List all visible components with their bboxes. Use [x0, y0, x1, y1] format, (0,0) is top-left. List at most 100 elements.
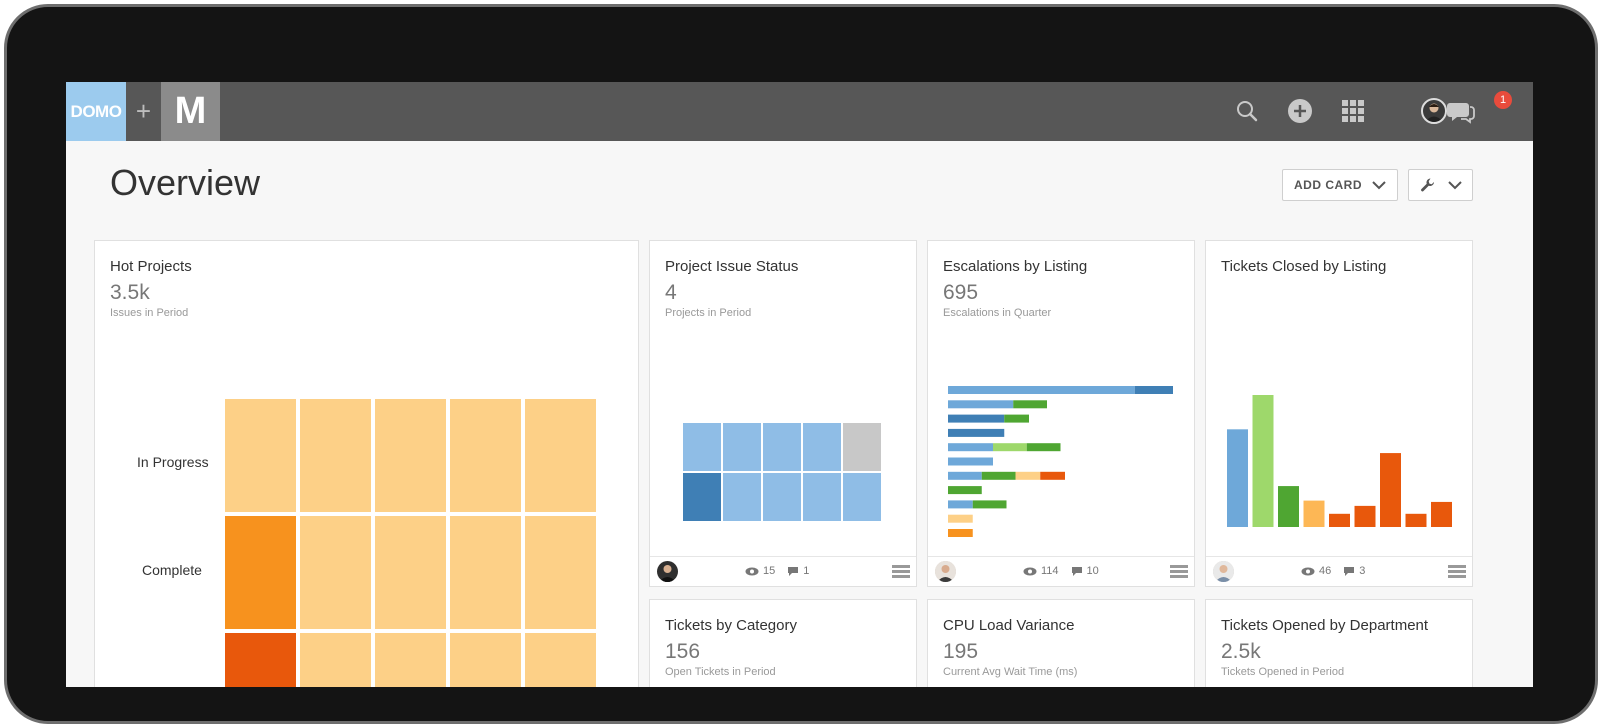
card-title: Escalations by Listing [943, 258, 1088, 275]
comment-count: 1 [803, 565, 810, 577]
card-subtitle: Open Tickets in Period [665, 666, 776, 678]
status-cell [723, 473, 761, 521]
card-footer: 15 1 [650, 556, 916, 586]
status-cell [803, 423, 841, 471]
details-list-icon[interactable] [1448, 565, 1466, 579]
status-cell [843, 473, 881, 521]
view-count: 114 [1041, 565, 1059, 577]
card-title: CPU Load Variance [943, 617, 1075, 634]
heatmap-cell [450, 633, 521, 687]
card-subtitle: Current Avg Wait Time (ms) [943, 666, 1078, 678]
owner-avatar[interactable] [657, 561, 678, 582]
status-cell [843, 423, 881, 471]
bar-segment [1134, 386, 1173, 394]
bar-segment [948, 428, 1005, 437]
domo-logo[interactable]: DOMO [66, 82, 126, 141]
chevron-down-icon [1447, 180, 1462, 189]
heatmap-cell [450, 399, 521, 512]
bar [1227, 429, 1248, 527]
view-count: 15 [763, 565, 776, 577]
wrench-icon [1420, 178, 1434, 192]
tickets-closed-by-listing-card[interactable]: Tickets Closed by Listing 46 3 [1205, 240, 1473, 587]
project-issue-status-card[interactable]: Project Issue Status 4 Projects in Perio… [649, 240, 917, 587]
heatmap-cell [225, 399, 296, 512]
logo-plus: + [135, 96, 152, 126]
bar [1278, 486, 1299, 527]
row-label-in-progress: In Progress [137, 454, 209, 470]
bar-segment [948, 500, 973, 509]
bar-segment [972, 500, 1007, 509]
bar [1405, 513, 1427, 527]
comment-count: 3 [1359, 565, 1366, 577]
bar-segment [1026, 443, 1061, 452]
details-list-icon[interactable] [892, 565, 910, 579]
eye-icon [1023, 567, 1037, 575]
chat-icon[interactable] [1446, 96, 1476, 126]
user-avatar[interactable] [1421, 98, 1447, 124]
bar-segment [1015, 471, 1041, 480]
bar-segment [948, 400, 1014, 409]
bar-segment [948, 443, 993, 452]
eye-icon [1301, 567, 1315, 575]
card-value: 4 [665, 281, 677, 304]
heatmap-cell [300, 516, 371, 629]
status-cell [683, 423, 721, 471]
top-bar: DOMO + M 1 [66, 82, 1533, 141]
bar [1354, 505, 1376, 527]
bar [1303, 500, 1325, 527]
bar-segment [1040, 471, 1065, 480]
heatmap-cell [225, 516, 296, 629]
card-title: Tickets Opened by Department [1221, 617, 1429, 634]
bar [1329, 513, 1350, 527]
bar [1252, 395, 1274, 527]
eye-icon [745, 567, 759, 575]
notification-badge[interactable]: 1 [1494, 91, 1512, 109]
comment-icon [1344, 566, 1355, 576]
bar-segment [948, 529, 973, 537]
comment-count: 10 [1086, 565, 1099, 577]
bar-segment [993, 443, 1027, 452]
heatmap-cell [225, 633, 296, 687]
add-icon[interactable] [1285, 96, 1315, 126]
bar-segment [948, 486, 982, 495]
bar-segment [948, 457, 993, 466]
hot-projects-card[interactable]: Hot Projects 3.5k Issues in Period In Pr… [94, 240, 639, 687]
status-cell [723, 423, 761, 471]
heatmap-cell [525, 516, 596, 629]
add-card-button[interactable]: ADD CARD [1282, 169, 1398, 201]
owner-avatar[interactable] [1213, 561, 1234, 582]
row-label-complete: Complete [142, 562, 202, 578]
card-stats: 15 1 [745, 565, 809, 577]
grid-icon[interactable] [1338, 96, 1368, 126]
cpu-load-variance-card[interactable]: CPU Load Variance 195 Current Avg Wait T… [927, 599, 1195, 687]
details-list-icon[interactable] [1170, 565, 1188, 579]
card-subtitle: Projects in Period [665, 307, 752, 319]
status-cell [803, 473, 841, 521]
add-card-label: ADD CARD [1294, 178, 1362, 192]
card-subtitle: Issues in Period [110, 307, 189, 319]
tickets-by-category-card[interactable]: Tickets by Category 156 Open Tickets in … [649, 599, 917, 687]
bar-segment [948, 514, 973, 523]
status-cell [683, 473, 721, 521]
page-tools-button[interactable] [1408, 169, 1473, 201]
bar-segment [981, 471, 1016, 480]
heatmap-cell [450, 516, 521, 629]
bar-segment [1004, 414, 1029, 423]
card-footer: 114 10 [928, 556, 1194, 586]
owner-avatar[interactable] [935, 561, 956, 582]
bar [1380, 453, 1401, 527]
heatmap-cell [375, 516, 446, 629]
heatmap-cell [375, 399, 446, 512]
comment-icon [1071, 566, 1082, 576]
bar-segment [948, 414, 1005, 423]
card-value: 3.5k [110, 281, 150, 304]
tickets-opened-by-department-card[interactable]: Tickets Opened by Department 2.5k Ticket… [1205, 599, 1473, 687]
card-stats: 46 3 [1301, 565, 1365, 577]
escalations-by-listing-card[interactable]: Escalations by Listing 695 Escalations i… [927, 240, 1195, 587]
bar [1431, 501, 1452, 527]
heatmap-cell [375, 633, 446, 687]
partner-logo[interactable]: M [161, 82, 220, 141]
search-icon[interactable] [1232, 96, 1262, 126]
tickets-closed-chart [1227, 395, 1452, 527]
card-title: Hot Projects [110, 258, 192, 275]
